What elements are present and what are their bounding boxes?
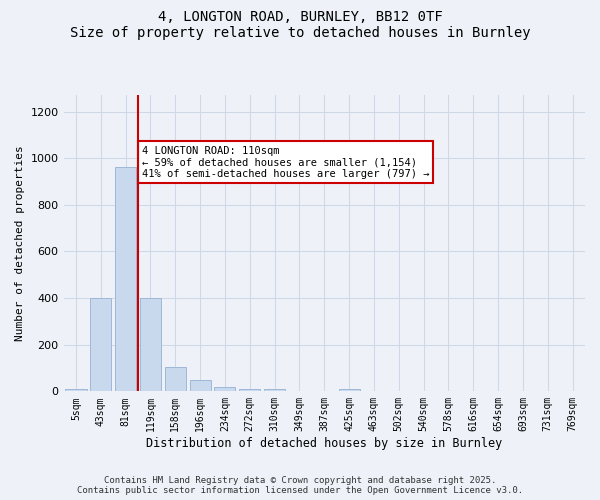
- Bar: [214, 386, 235, 392]
- Y-axis label: Number of detached properties: Number of detached properties: [15, 146, 25, 341]
- Text: Contains HM Land Registry data © Crown copyright and database right 2025.
Contai: Contains HM Land Registry data © Crown c…: [77, 476, 523, 495]
- Bar: [65, 389, 86, 392]
- Bar: [115, 168, 136, 392]
- X-axis label: Distribution of detached houses by size in Burnley: Distribution of detached houses by size …: [146, 437, 502, 450]
- Text: 4 LONGTON ROAD: 110sqm
← 59% of detached houses are smaller (1,154)
41% of semi-: 4 LONGTON ROAD: 110sqm ← 59% of detached…: [142, 146, 429, 178]
- Bar: [338, 389, 359, 392]
- Bar: [264, 390, 285, 392]
- Bar: [190, 380, 211, 392]
- Bar: [165, 367, 186, 392]
- Text: 4, LONGTON ROAD, BURNLEY, BB12 0TF
Size of property relative to detached houses : 4, LONGTON ROAD, BURNLEY, BB12 0TF Size …: [70, 10, 530, 40]
- Bar: [239, 388, 260, 392]
- Bar: [140, 298, 161, 392]
- Bar: [90, 298, 112, 392]
